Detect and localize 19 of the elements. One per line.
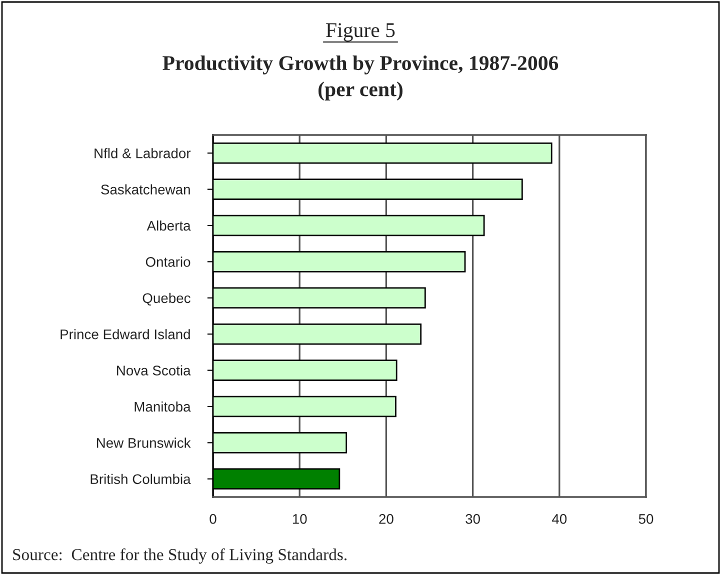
y-tick-label: British Columbia: [90, 474, 191, 484]
y-tick-label: Nfld & Labrador: [94, 148, 191, 158]
y-tick-label: Saskatchewan: [101, 184, 190, 194]
chart-title: Figure 5: [326, 23, 395, 42]
x-tick-label: 40: [552, 514, 567, 524]
y-tick-label: Ontario: [146, 256, 190, 267]
y-tick-label: Prince Edward Island: [60, 329, 190, 340]
x-tick-label: 30: [466, 514, 480, 524]
x-tick-label: 10: [292, 514, 307, 524]
x-tick-label: 0: [210, 514, 216, 524]
y-tick-label: Quebec: [142, 292, 190, 306]
y-tick-label: Alberta: [146, 220, 191, 231]
y-tick-label: Manitoba: [134, 401, 191, 412]
chart-subtitle: Productivity Growth by Province, 1987-2006 (per cent): [162, 55, 558, 101]
x-tick-label: 50: [638, 514, 654, 524]
y-tick-label: Nova Scotia: [117, 365, 191, 376]
y-tick-label: New Brunswick: [96, 438, 191, 448]
source-note: Source: Centre for the Study of Living Standards.: [13, 548, 346, 564]
x-tick-label: 20: [379, 514, 394, 524]
